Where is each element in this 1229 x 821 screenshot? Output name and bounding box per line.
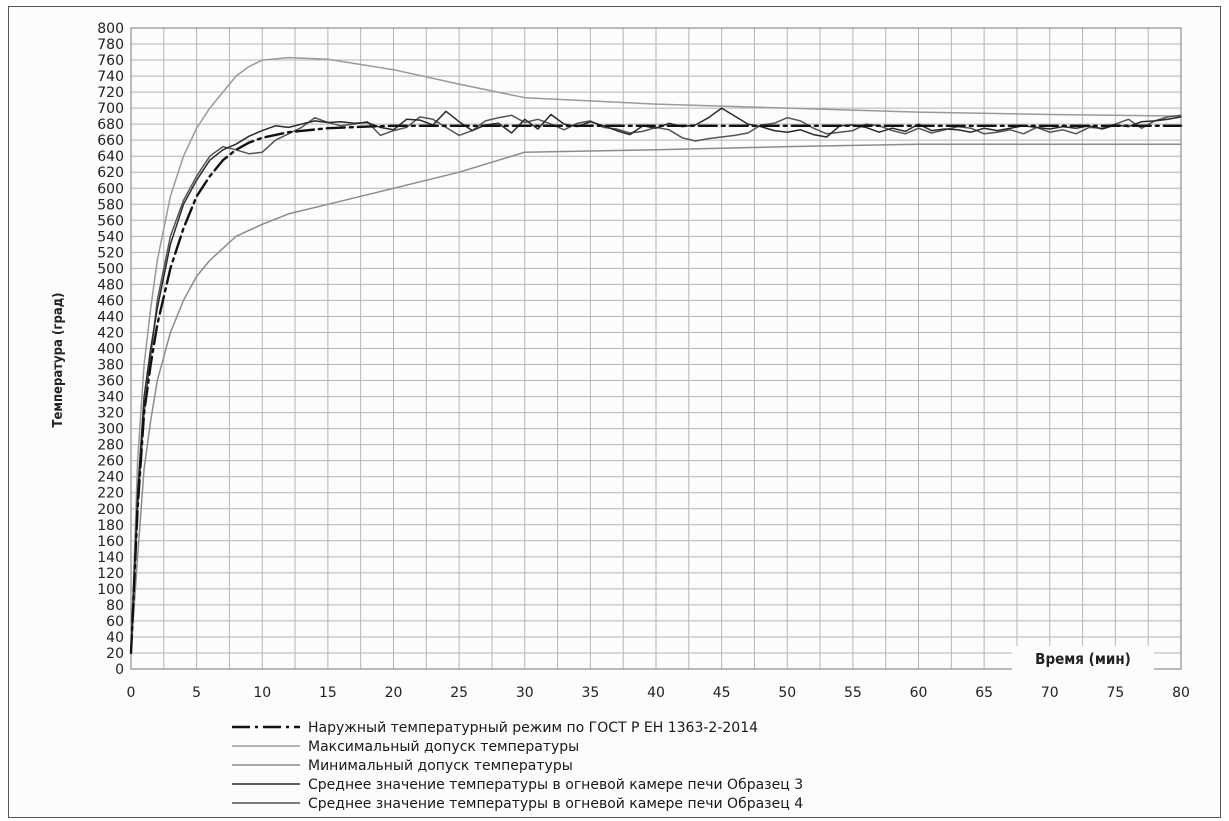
y-tick-label: 440 [97,309,124,325]
y-tick-label: 300 [97,422,124,438]
y-tick-label: 120 [97,566,124,582]
y-tick-label: 420 [97,325,124,341]
y-tick-label: 160 [97,534,124,550]
x-tick-label: 40 [647,685,665,701]
legend: Наружный температурный режим по ГОСТ Р Е… [232,720,803,812]
series-line-5 [130,114,1182,654]
x-tick-label: 60 [910,685,928,701]
y-tick-label: 580 [97,197,124,213]
x-tick-labels: 0 5 10 15 20 25 30 35 40 45 50 55 60 65 70 75 80 [127,685,1190,701]
x-tick-label: 15 [319,685,337,701]
x-tick-label: 45 [713,685,731,701]
y-tick-label: 560 [97,213,124,229]
x-tick-label: 50 [778,685,796,701]
y-tick-label: 380 [97,358,124,374]
y-tick-label: 200 [97,502,124,518]
x-tick-label: 30 [516,685,534,701]
y-tick-label: 40 [106,630,124,646]
legend-label-3: Минимальный допуск температуры [308,758,573,774]
y-tick-label: 320 [97,406,124,422]
x-tick-label: 20 [385,685,403,701]
x-tick-label: 0 [127,685,136,701]
y-tick-label: 680 [97,117,124,133]
x-tick-label: 70 [1041,685,1059,701]
y-tick-label: 20 [106,646,124,662]
plot-area-border [130,27,1182,670]
y-tick-label: 720 [97,85,124,101]
y-axis-label: Температура (град) [51,293,66,428]
x-axis-label-bg [1012,646,1154,670]
y-tick-label: 500 [97,261,124,277]
y-tick-labels: 0204060801001201401601802002202402602803… [97,21,124,678]
y-tick-label: 220 [97,486,124,502]
x-axis-label: Время (мин) [1035,650,1131,668]
y-tick-label: 400 [97,342,124,358]
y-tick-label: 360 [97,374,124,390]
legend-label-5: Среднее значение температуры в огневой к… [308,796,803,812]
x-tick-label: 35 [581,685,599,701]
y-tick-label: 600 [97,181,124,197]
y-tick-label: 240 [97,470,124,486]
legend-label-1: Наружный температурный режим по ГОСТ Р Е… [308,720,758,736]
y-tick-label: 640 [97,149,124,165]
y-tick-label: 760 [97,53,124,69]
y-tick-label: 260 [97,454,124,470]
y-tick-label: 520 [97,245,124,261]
y-tick-label: 740 [97,69,124,85]
y-tick-label: 280 [97,438,124,454]
y-tick-label: 60 [106,614,124,630]
y-tick-label: 780 [97,37,124,53]
y-tick-label: 620 [97,165,124,181]
series-line-3 [130,143,1182,654]
series-line-2 [130,56,1182,654]
y-tick-label: 660 [97,133,124,149]
x-tick-label: 10 [253,685,271,701]
x-tick-label: 5 [192,685,201,701]
y-tick-label: 180 [97,518,124,534]
series-lines [129,56,1183,655]
legend-label-2: Максимальный допуск температуры [308,739,579,755]
y-tick-label: 0 [115,662,124,678]
x-tick-label: 75 [1106,685,1124,701]
x-tick-label: 55 [844,685,862,701]
x-tick-label: 25 [450,685,468,701]
y-tick-label: 340 [97,390,124,406]
x-tick-label: 80 [1172,685,1190,701]
y-tick-label: 100 [97,582,124,598]
chart-frame [8,6,1221,818]
y-tick-label: 480 [97,277,124,293]
x-tick-label: 65 [975,685,993,701]
legend-label-4: Среднее значение температуры в огневой к… [308,777,803,793]
y-tick-label: 140 [97,550,124,566]
y-tick-label: 700 [97,101,124,117]
grid [130,27,1182,670]
y-tick-label: 80 [106,598,124,614]
y-tick-label: 540 [97,229,124,245]
y-tick-label: 800 [97,21,124,37]
y-tick-label: 460 [97,293,124,309]
